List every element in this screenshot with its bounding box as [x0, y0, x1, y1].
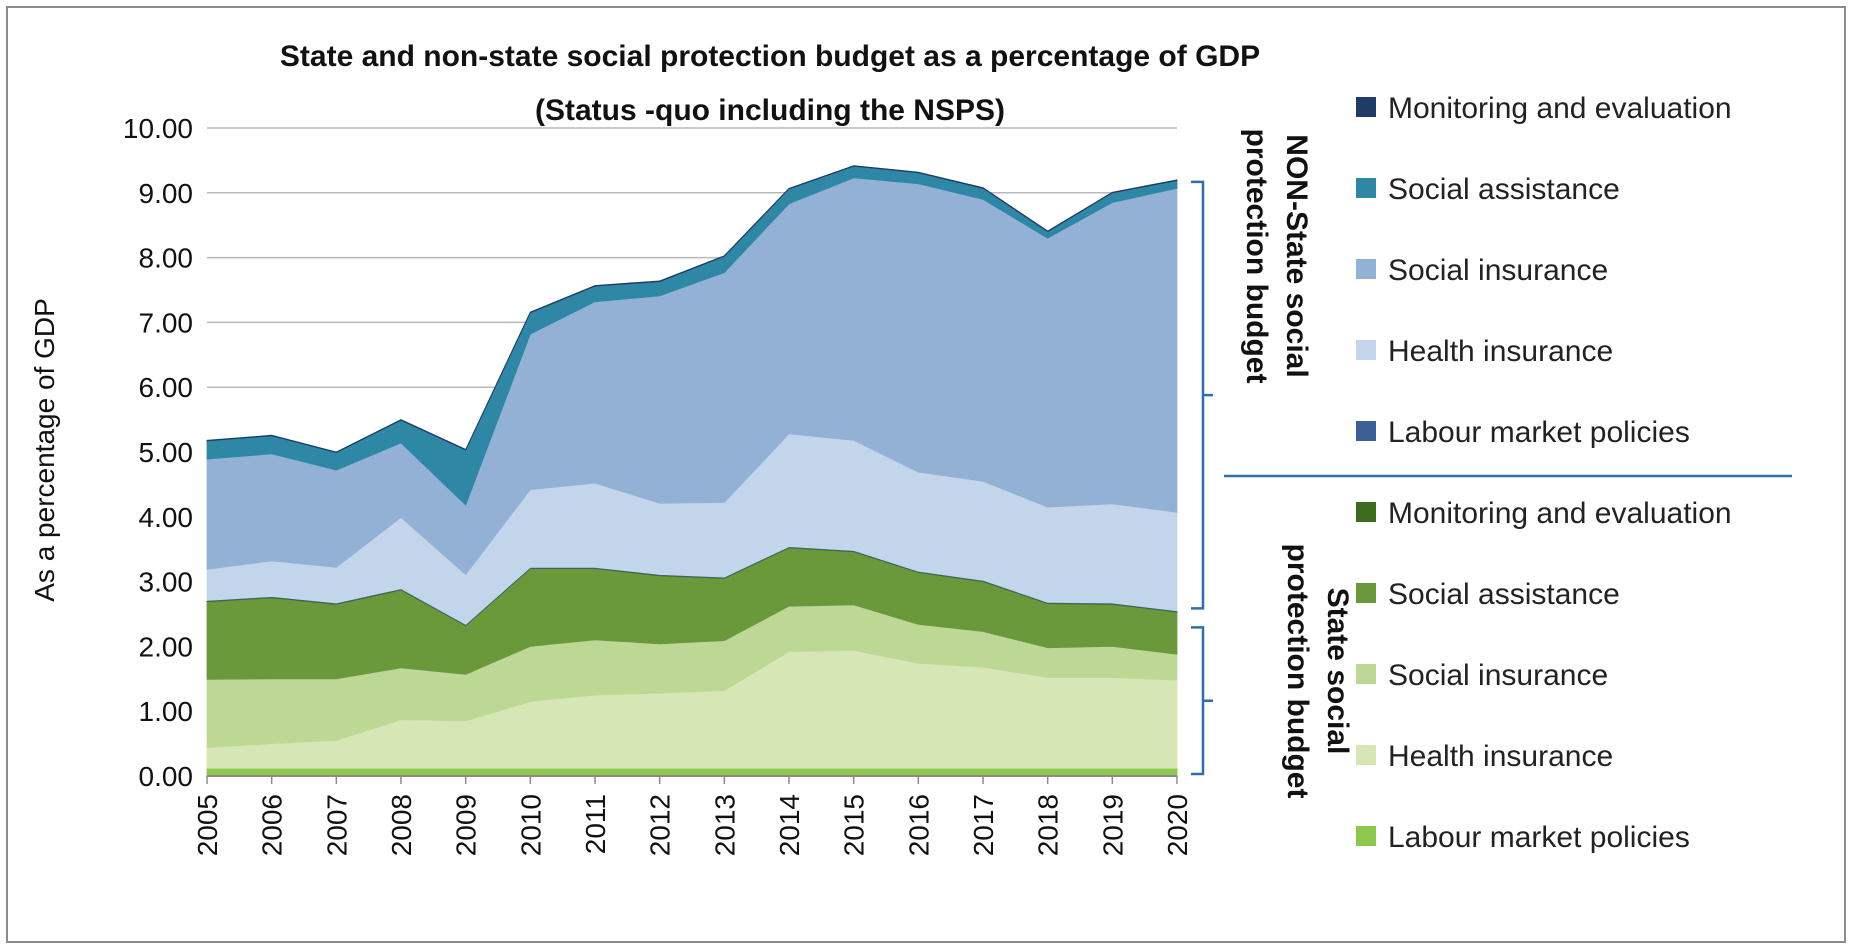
- state-group-label-line: State social: [1321, 588, 1354, 755]
- y-tick-label: 0.00: [139, 761, 194, 792]
- x-tick-label: 2015: [839, 794, 870, 856]
- legend-label: Monitoring and evaluation: [1388, 92, 1732, 125]
- legend-swatch: [1356, 502, 1376, 522]
- legend-item: Social insurance: [1356, 659, 1608, 692]
- legend-item: Health insurance: [1356, 335, 1613, 368]
- legend-label: Social assistance: [1388, 173, 1620, 206]
- legend-swatch: [1356, 664, 1376, 684]
- non-state-group-label-line: NON-State social: [1280, 134, 1313, 377]
- legend-swatch: [1356, 178, 1376, 198]
- x-tick-label: 2016: [903, 794, 934, 856]
- y-tick-label: 9.00: [139, 178, 194, 209]
- x-tick-label: 2017: [968, 794, 999, 856]
- x-tick-label: 2006: [257, 794, 288, 856]
- x-tick-label: 2009: [451, 794, 482, 856]
- legend-label: Health insurance: [1388, 740, 1613, 773]
- legend-label: Health insurance: [1388, 335, 1613, 368]
- chart-subtitle: (Status -quo including the NSPS): [535, 94, 1005, 127]
- x-tick-label: 2007: [321, 794, 352, 856]
- legend-label: Labour market policies: [1388, 821, 1690, 854]
- legend-swatch: [1356, 421, 1376, 441]
- chart-title: State and non-state social protection bu…: [280, 40, 1260, 73]
- legend-swatch: [1356, 97, 1376, 117]
- x-tick-label: 2014: [774, 794, 805, 856]
- area-state-labour-market-policies: [206, 767, 1178, 777]
- legend-swatch: [1356, 826, 1376, 846]
- x-tick-label: 2011: [580, 794, 611, 854]
- x-tick-label: 2008: [386, 794, 417, 856]
- y-tick-label: 8.00: [139, 243, 194, 274]
- y-tick-label: 1.00: [139, 696, 194, 727]
- legend-swatch: [1356, 259, 1376, 279]
- y-tick-label: 4.00: [139, 502, 194, 533]
- x-tick-label: 2019: [1097, 794, 1128, 856]
- legend-swatch: [1356, 583, 1376, 603]
- legend-swatch: [1356, 340, 1376, 360]
- state-group-label-line: protection budget: [1281, 544, 1314, 799]
- x-tick-label: 2005: [192, 794, 223, 856]
- y-tick-label: 10.00: [123, 113, 193, 144]
- legend-item: Social assistance: [1356, 578, 1620, 611]
- legend-label: Social insurance: [1388, 254, 1608, 287]
- legend-item: Health insurance: [1356, 740, 1613, 773]
- legend-item: Labour market policies: [1356, 821, 1690, 854]
- non-state-group-label-line: protection budget: [1240, 129, 1273, 384]
- area-series: [206, 165, 1178, 777]
- legend: Monitoring and evaluation Social assistan…: [1356, 92, 1732, 854]
- y-tick-label: 7.00: [139, 307, 194, 338]
- legend-swatch: [1356, 745, 1376, 765]
- group-brackets: [1191, 180, 1792, 776]
- legend-item: Social insurance: [1356, 254, 1608, 287]
- state-bracket: [1191, 626, 1213, 776]
- legend-label: Monitoring and evaluation: [1388, 497, 1732, 530]
- y-tick-label: 5.00: [139, 437, 194, 468]
- legend-label: Labour market policies: [1388, 416, 1690, 449]
- area-non-state-monitoring-and-evaluation: [206, 165, 1178, 454]
- non-state-bracket: [1191, 180, 1213, 610]
- y-axis-label: As a percentage of GDP: [29, 298, 60, 602]
- legend-item: Social assistance: [1356, 173, 1620, 206]
- x-tick-label: 2018: [1033, 794, 1064, 856]
- legend-label: Social insurance: [1388, 659, 1608, 692]
- legend-item: Monitoring and evaluation: [1356, 92, 1732, 125]
- axes: 0.00 1.00 2.00 3.00 4.00 5.00 6.00 7.00 8.00 9.00…: [123, 113, 1193, 856]
- legend-label: Social assistance: [1388, 578, 1620, 611]
- legend-item: Labour market policies: [1356, 416, 1690, 449]
- legend-item: Monitoring and evaluation: [1356, 497, 1732, 530]
- y-tick-label: 6.00: [139, 372, 194, 403]
- y-tick-label: 3.00: [139, 567, 194, 598]
- y-tick-label: 2.00: [139, 631, 194, 662]
- x-tick-label: 2012: [645, 794, 676, 856]
- x-tick-label: 2010: [515, 794, 546, 856]
- x-tick-label: 2013: [709, 794, 740, 856]
- x-tick-label: 2020: [1162, 794, 1193, 856]
